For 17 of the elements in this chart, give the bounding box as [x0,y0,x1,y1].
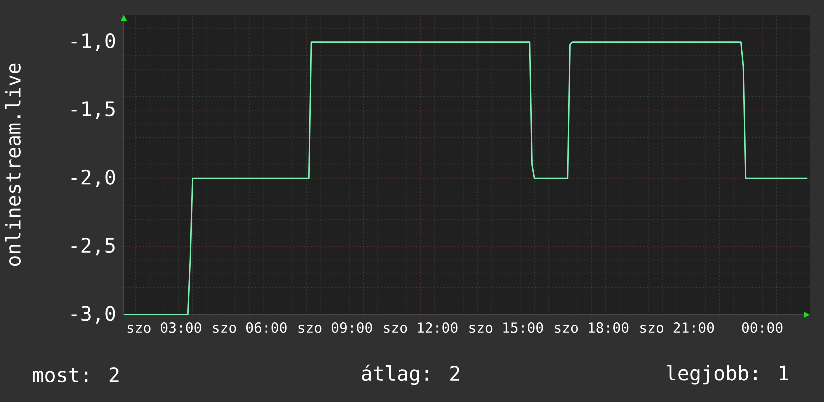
x-tick-label: szo 03:00 [128,322,202,334]
x-tick-label: szo 12:00 [384,322,458,334]
y-tick-label: -2,0 [72,170,116,188]
x-tick-label: szo 09:00 [298,322,372,334]
y-axis-title: onlinestream.live [5,64,21,266]
x-tick-label: 00:00 [742,322,783,334]
x-tick-label: szo 15:00 [470,322,544,334]
x-tick-label: szo 06:00 [213,322,287,334]
y-tick-label: -3,0 [72,306,116,324]
text: átlag: 2 [362,364,460,386]
text: most: 2 [33,367,119,383]
x-tick-label: szo 21:00 [640,322,714,334]
text: legjobb: 1 [666,365,788,385]
y-tick-label: -1,0 [72,33,116,52]
x-tick-label: szo 18:00 [555,322,629,334]
y-tick-label: -1,5 [72,102,115,120]
y-tick-label: -2,5 [72,238,115,256]
